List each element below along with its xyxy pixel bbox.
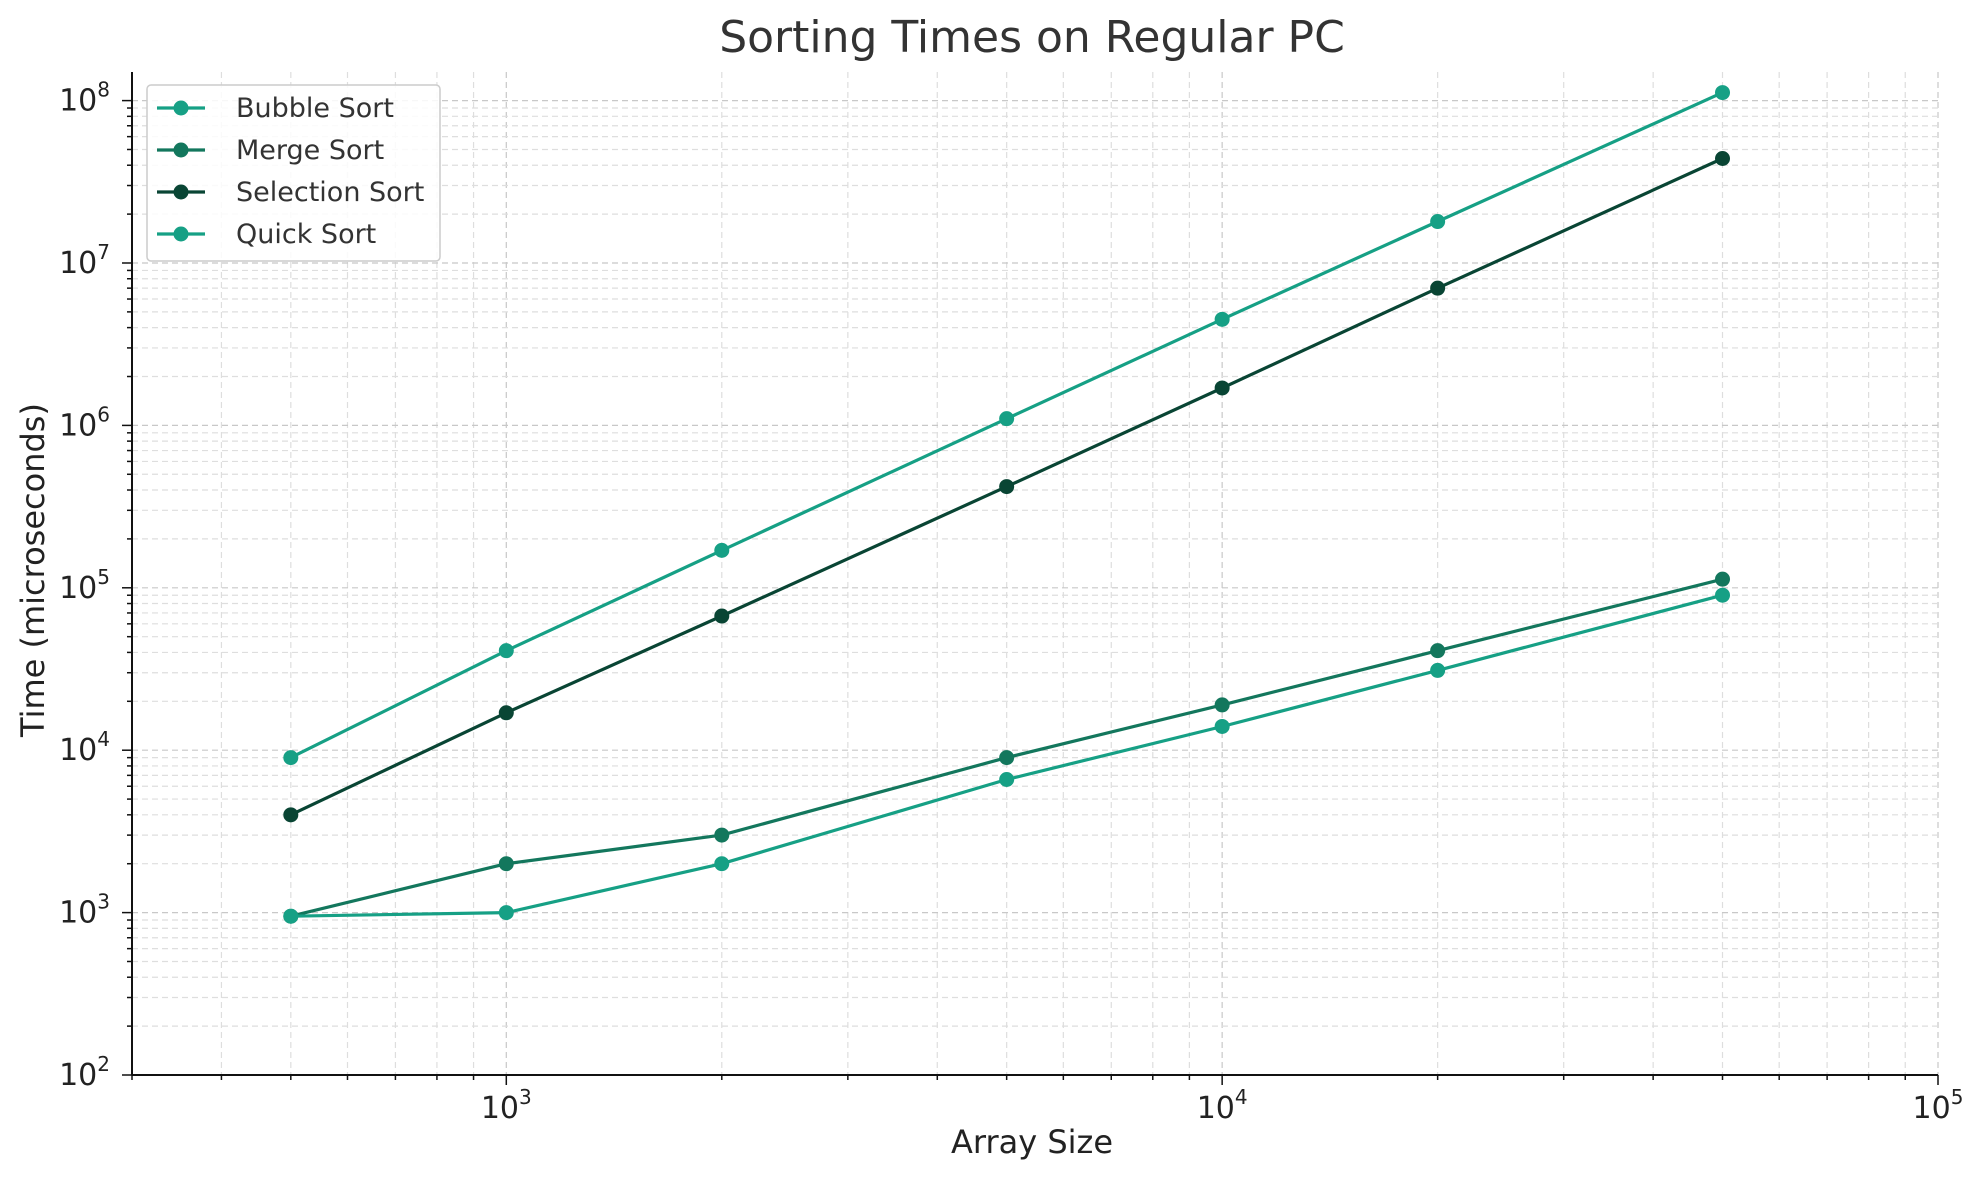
legend-item: Merge Sort: [157, 135, 384, 166]
data-point: [1715, 587, 1731, 603]
series-layer: [283, 85, 1731, 924]
data-point: [1430, 662, 1446, 678]
x-axis-label: Array Size: [951, 1123, 1113, 1161]
axes: 103 104 105 102 103 104 105 106 107 108: [59, 72, 1963, 1126]
data-point: [498, 705, 514, 721]
data-point: [498, 856, 514, 872]
legend-item: Selection Sort: [157, 177, 424, 208]
y-tick-label: 106: [59, 402, 110, 443]
legend-label: Selection Sort: [236, 177, 424, 208]
data-point: [999, 479, 1015, 495]
legend-item: Bubble Sort: [157, 93, 394, 124]
data-point: [498, 905, 514, 921]
data-point: [1214, 697, 1230, 713]
y-tick-label: 108: [59, 78, 110, 119]
data-point: [1715, 85, 1731, 101]
legend-marker: [173, 100, 189, 116]
x-tick-label: 103: [481, 1085, 532, 1126]
y-tick-label: 104: [59, 727, 110, 768]
data-point: [283, 908, 299, 924]
data-point: [999, 750, 1015, 766]
data-point: [999, 772, 1015, 788]
data-point: [283, 807, 299, 823]
data-point: [714, 827, 730, 843]
legend-label: Quick Sort: [236, 219, 376, 250]
y-tick-label: 102: [59, 1052, 110, 1093]
data-point: [714, 608, 730, 624]
data-point: [1214, 718, 1230, 734]
data-point: [1430, 280, 1446, 296]
x-tick-label: 105: [1913, 1085, 1964, 1126]
data-point: [1430, 214, 1446, 230]
data-point: [1715, 151, 1731, 167]
legend-marker: [173, 142, 189, 158]
legend-label: Bubble Sort: [236, 93, 394, 124]
chart-title: Sorting Times on Regular PC: [719, 12, 1345, 63]
legend-marker: [173, 184, 189, 200]
y-tick-label: 105: [59, 565, 110, 606]
data-point: [498, 643, 514, 659]
series-bubble-sort: [283, 85, 1731, 766]
legend-item: Quick Sort: [157, 219, 376, 250]
series-quick-sort: [283, 587, 1731, 924]
data-point: [1214, 380, 1230, 396]
y-tick-label: 107: [59, 240, 110, 281]
data-point: [1715, 571, 1731, 587]
data-point: [1214, 311, 1230, 327]
legend-label: Merge Sort: [236, 135, 384, 166]
y-tick-label: 103: [59, 890, 110, 931]
data-point: [714, 856, 730, 872]
y-axis-label: Time (microseconds): [14, 403, 52, 738]
data-point: [283, 750, 299, 766]
series-selection-sort: [283, 151, 1731, 823]
data-point: [999, 411, 1015, 427]
data-point: [1430, 643, 1446, 659]
data-point: [714, 542, 730, 558]
legend-marker: [173, 226, 189, 242]
legend: Bubble Sort Merge Sort Selection Sort Quick…: [146, 84, 441, 262]
legend-box: [146, 84, 441, 262]
x-tick-label: 104: [1197, 1085, 1248, 1126]
